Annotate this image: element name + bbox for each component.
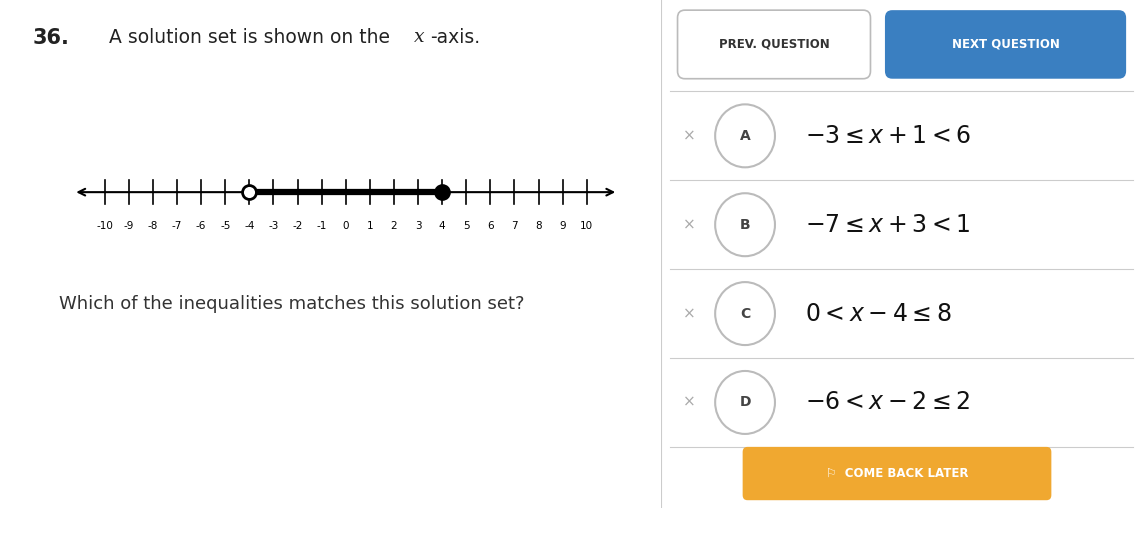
Text: -10: -10 [96,221,113,231]
Text: C: C [740,306,750,321]
FancyBboxPatch shape [678,10,871,79]
Text: -3: -3 [269,221,279,231]
Circle shape [716,104,775,167]
Circle shape [716,193,775,256]
FancyBboxPatch shape [743,447,1052,500]
Text: 36.: 36. [33,28,70,48]
Text: ⚐  COME BACK LATER: ⚐ COME BACK LATER [825,467,968,480]
Text: B: B [740,218,750,232]
Text: 5: 5 [463,221,470,231]
Text: -8: -8 [147,221,158,231]
Text: -7: -7 [171,221,182,231]
Text: D: D [740,395,751,410]
Text: -9: -9 [123,221,134,231]
Text: 1: 1 [367,221,373,231]
Text: 4: 4 [439,221,446,231]
Circle shape [716,282,775,345]
Text: 6: 6 [487,221,494,231]
Text: -4: -4 [245,221,255,231]
Text: $-7 \leq x+3 < 1$: $-7 \leq x+3 < 1$ [806,212,970,237]
Text: $0 < x-4 \leq 8$: $0 < x-4 \leq 8$ [806,301,952,326]
Text: 0: 0 [343,221,349,231]
Circle shape [716,371,775,434]
Text: ×: × [684,306,696,321]
Text: ×: × [684,395,696,410]
Text: 10: 10 [581,221,593,231]
Text: $-6 < x-2 \leq 2$: $-6 < x-2 \leq 2$ [806,390,970,414]
Text: -axis.: -axis. [430,28,480,47]
Text: ×: × [684,217,696,232]
Text: 9: 9 [559,221,566,231]
Text: NEXT QUESTION: NEXT QUESTION [952,38,1060,51]
Text: -5: -5 [221,221,231,231]
Text: $-3 \leq x+1 < 6$: $-3 \leq x+1 < 6$ [806,124,972,148]
FancyBboxPatch shape [885,10,1126,79]
Text: 8: 8 [535,221,542,231]
Text: 7: 7 [511,221,518,231]
Text: -6: -6 [195,221,207,231]
Text: x: x [414,28,424,46]
Text: A solution set is shown on the: A solution set is shown on the [109,28,395,47]
Text: 3: 3 [415,221,422,231]
Text: -1: -1 [317,221,327,231]
Text: Which of the inequalities matches this solution set?: Which of the inequalities matches this s… [59,294,525,312]
Text: PREV. QUESTION: PREV. QUESTION [719,38,830,51]
Text: -2: -2 [293,221,303,231]
Text: ×: × [684,128,696,143]
Text: 2: 2 [391,221,398,231]
Text: A: A [740,129,751,143]
